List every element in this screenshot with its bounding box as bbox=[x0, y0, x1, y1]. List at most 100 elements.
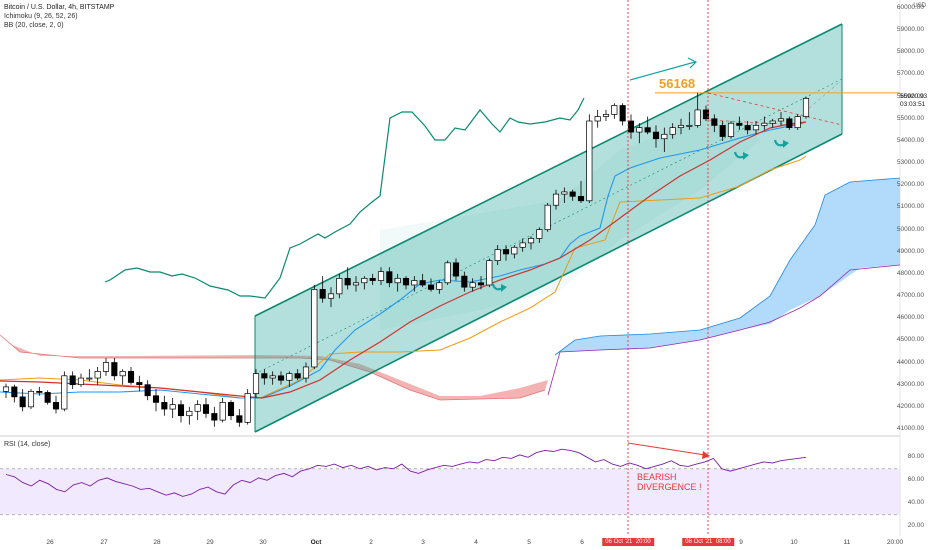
candle-body bbox=[19, 396, 26, 408]
candle-body bbox=[627, 120, 635, 133]
senkou-a-bull-line bbox=[554, 177, 901, 356]
candle-body bbox=[436, 282, 443, 290]
candle-body bbox=[36, 390, 43, 393]
bearish-divergence-label: BEARISH DIVERGENCE ! bbox=[637, 472, 702, 492]
price-tick-label: 58000.00 bbox=[896, 48, 924, 56]
rsi-divergence-arrowhead bbox=[702, 451, 710, 459]
candle-body bbox=[336, 277, 343, 295]
candle-countdown: 03:03:51 bbox=[900, 101, 926, 108]
date-flag-2-date: 08 Oct '21 bbox=[685, 539, 713, 545]
bearish-line-1: BEARISH bbox=[637, 472, 677, 482]
date-flag-1: 06 Oct '21 20:00 bbox=[602, 538, 654, 546]
current-price-tag: 55920.93 03:03:51 bbox=[900, 93, 930, 109]
price-tick-label: 43000.00 bbox=[896, 380, 924, 388]
candle-body bbox=[677, 125, 685, 129]
candle-body bbox=[586, 120, 593, 202]
candle-body bbox=[486, 260, 493, 286]
date-flag-2: 08 Oct '21 08:00 bbox=[682, 538, 734, 546]
rsi-tick-label: 80.00 bbox=[907, 453, 924, 461]
candle-body bbox=[386, 271, 393, 284]
resistance-level-label: 56168 bbox=[659, 76, 696, 91]
tenkan-sen-line bbox=[0, 121, 807, 399]
price-tick-label: 47000.00 bbox=[896, 292, 924, 300]
date-flag-1-date: 06 Oct '21 bbox=[605, 539, 633, 545]
candle-body bbox=[377, 271, 385, 281]
candle-body bbox=[786, 118, 793, 129]
candle-body bbox=[136, 382, 143, 386]
price-tick-label: 59000.00 bbox=[896, 26, 924, 34]
date-tick-label: 10 bbox=[790, 539, 798, 546]
channel-upper-line bbox=[254, 23, 843, 317]
candle-body bbox=[686, 125, 693, 127]
candle-body bbox=[269, 375, 276, 379]
bounce-arrow-head-0 bbox=[501, 284, 507, 292]
date-tick-label: 30 bbox=[259, 539, 267, 546]
candle-body bbox=[652, 131, 660, 140]
rsi-tick-label: 40.00 bbox=[907, 499, 924, 507]
candle-body bbox=[594, 116, 601, 122]
candle-body bbox=[419, 280, 426, 286]
candle-body bbox=[369, 277, 376, 281]
candle-body bbox=[52, 402, 60, 410]
date-tick-label: 11 bbox=[843, 539, 851, 546]
candle-body bbox=[102, 362, 110, 372]
rsi-line bbox=[5, 448, 807, 497]
candle-body bbox=[77, 377, 85, 386]
currency-label: USD bbox=[913, 3, 926, 9]
candle-body bbox=[477, 282, 485, 286]
price-tick-label: 52000.00 bbox=[896, 181, 924, 189]
candle-body bbox=[777, 118, 785, 122]
senkou-b-line bbox=[547, 264, 901, 396]
candle-body bbox=[602, 114, 610, 117]
bb-band-area bbox=[380, 120, 760, 330]
candle-body bbox=[802, 98, 810, 117]
candle-body bbox=[211, 413, 218, 421]
date-tick-label: 29 bbox=[206, 539, 214, 546]
candle-body bbox=[294, 373, 301, 379]
date-flag-1-time: 20:00 bbox=[635, 539, 651, 545]
candle-body bbox=[577, 195, 585, 202]
candle-body bbox=[469, 282, 476, 288]
candle-body bbox=[511, 246, 518, 255]
price-tick-label: 55000.00 bbox=[896, 114, 924, 122]
current-price-value: 55920.93 bbox=[900, 93, 928, 100]
candle-body bbox=[152, 395, 160, 403]
candle-body bbox=[61, 375, 68, 410]
candle-body bbox=[111, 362, 118, 377]
kumo-bullish bbox=[555, 178, 900, 355]
date-tick-label: 5 bbox=[527, 539, 531, 546]
candle-body bbox=[94, 371, 101, 379]
date-tick-label: 6 bbox=[580, 539, 584, 546]
rsi-legend[interactable]: RSI (14, close) bbox=[4, 441, 51, 448]
candle-body bbox=[169, 404, 176, 410]
candle-body bbox=[44, 392, 51, 403]
candle-body bbox=[144, 384, 151, 397]
candle-body bbox=[27, 390, 35, 408]
candle-body bbox=[394, 277, 401, 284]
price-tick-label: 53000.00 bbox=[896, 159, 924, 167]
ichimoku-legend[interactable]: Ichimoku (9, 26, 52, 26) bbox=[4, 13, 78, 20]
candle-body bbox=[736, 122, 743, 126]
candle-body bbox=[2, 386, 10, 392]
candle-body bbox=[261, 373, 268, 379]
candle-body bbox=[502, 249, 510, 255]
senkou-a-line bbox=[0, 334, 546, 401]
candle-body bbox=[644, 127, 651, 133]
bb-legend[interactable]: BB (20, close, 2, 0) bbox=[4, 22, 64, 29]
chikou-span-line bbox=[104, 97, 585, 299]
candle-body bbox=[461, 275, 468, 288]
candle-body bbox=[277, 375, 285, 381]
candle-body bbox=[327, 293, 335, 299]
kijun-sen-line bbox=[0, 121, 807, 399]
candle-body bbox=[194, 404, 201, 412]
candle-body bbox=[636, 127, 643, 133]
candle-body bbox=[69, 375, 76, 386]
candle-body bbox=[752, 125, 760, 131]
price-tick-label: 44000.00 bbox=[896, 358, 924, 366]
rsi-tick-label: 60.00 bbox=[907, 476, 924, 484]
trend-arrow-line bbox=[629, 61, 696, 81]
kumo-bearish bbox=[0, 335, 548, 400]
candle-body bbox=[536, 229, 543, 239]
price-tick-label: 46000.00 bbox=[896, 314, 924, 322]
